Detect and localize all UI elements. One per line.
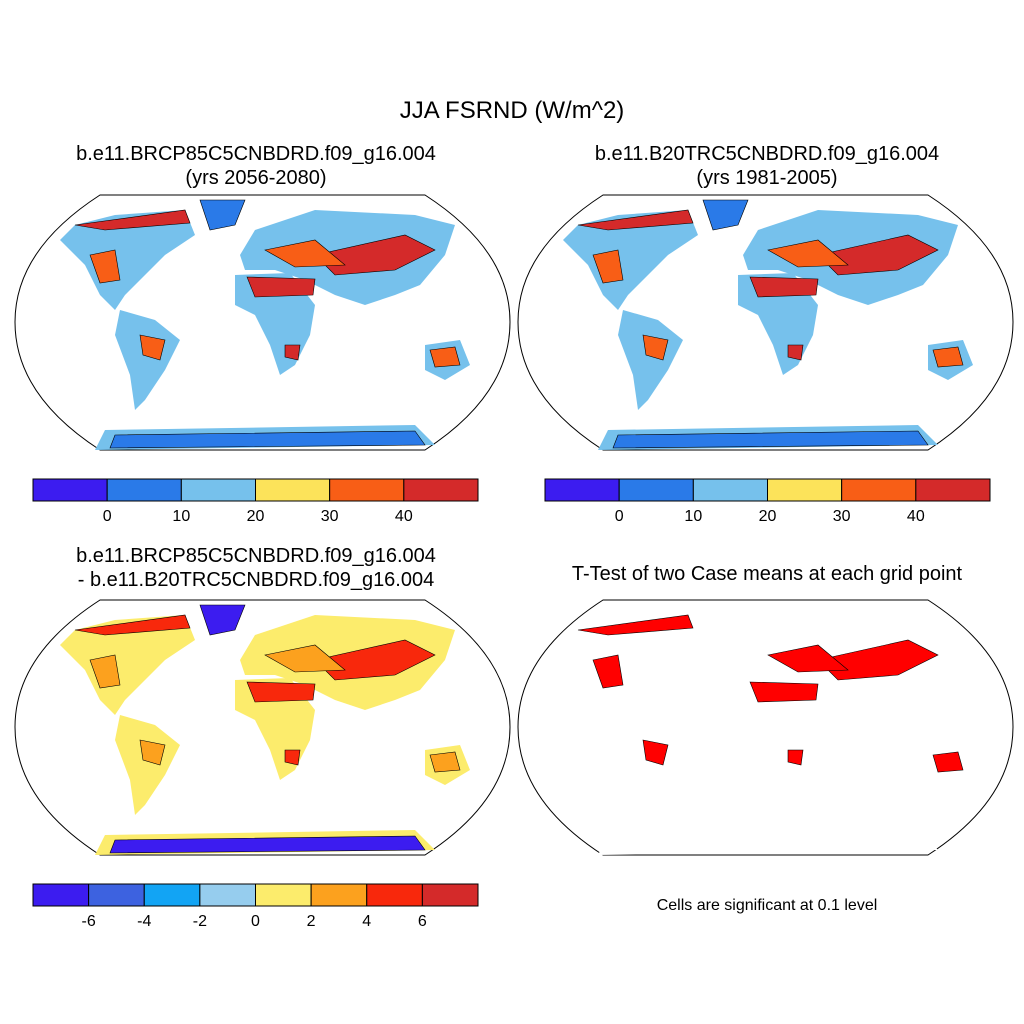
colorbar-box: [544, 478, 620, 502]
map-region: [642, 739, 669, 766]
map-region: [612, 430, 929, 449]
panel-title: b.e11.B20TRC5CNBDRD.f09_g16.004: [595, 143, 939, 165]
map-region: [787, 344, 804, 361]
map-region: [767, 239, 849, 268]
colorbar-tick-label: 10: [684, 508, 702, 525]
colorbar-tick-label: -6: [82, 913, 96, 930]
map-region: [199, 199, 246, 231]
land: [563, 605, 973, 855]
colorbar-box: [32, 478, 108, 502]
colorbar-box: [199, 883, 256, 907]
colorbar-tick-label: 30: [321, 508, 339, 525]
colorbar: 0 10 20 30 40: [544, 478, 991, 525]
map: [517, 194, 1014, 451]
map-region: [592, 249, 624, 284]
map-region: [74, 209, 191, 231]
map-region: [246, 681, 316, 703]
map-region: [642, 334, 669, 361]
colorbar-tick-label: 6: [418, 913, 427, 930]
map-region: [139, 334, 166, 361]
map-region: [284, 749, 301, 766]
map: [517, 599, 1014, 856]
colorbar-tick-label: 0: [615, 508, 624, 525]
colorbar-tick-label: 40: [395, 508, 413, 525]
colorbar-tick-label: -4: [137, 913, 151, 930]
colorbar-box: [180, 478, 256, 502]
colorbar-box: [915, 478, 991, 502]
panel-title: (yrs 2056-2080): [185, 167, 326, 189]
map-region: [749, 276, 819, 298]
panel-title: b.e11.BRCP85C5CNBDRD.f09_g16.004: [76, 143, 436, 165]
note: Cells are significant at 0.1 level: [657, 897, 878, 914]
map: [14, 599, 511, 856]
panel-title: T-Test of two Case means at each grid po…: [572, 563, 963, 585]
map-region: [932, 346, 964, 368]
land: [60, 604, 470, 855]
colorbar: -6 -4 -2 0 2 4 6: [32, 883, 479, 930]
colorbar-tick-label: 20: [247, 508, 265, 525]
colorbar-box: [421, 883, 479, 907]
map-region: [429, 346, 461, 368]
map-region: [89, 249, 121, 284]
colorbar-box: [618, 478, 694, 502]
land: [563, 199, 973, 450]
panel-title: - b.e11.B20TRC5CNBDRD.f09_g16.004: [78, 569, 434, 591]
colorbar-box: [310, 883, 368, 907]
map-region: [577, 209, 694, 231]
colorbar-tick-label: 2: [307, 913, 316, 930]
map-region: [787, 749, 804, 766]
colorbar: 0 10 20 30 40: [32, 478, 479, 525]
colorbar-box: [106, 478, 182, 502]
colorbar-tick-label: 4: [362, 913, 371, 930]
colorbar-box: [143, 883, 201, 907]
colorbar-box: [255, 883, 312, 907]
map: [14, 194, 511, 451]
colorbar-box: [767, 478, 843, 502]
map-region: [932, 751, 964, 773]
map-region: [577, 614, 694, 636]
map-region: [592, 654, 624, 689]
land: [60, 199, 470, 450]
map-region: [199, 604, 246, 636]
colorbar-box: [32, 883, 90, 907]
map-region: [139, 739, 166, 766]
map-region: [109, 430, 426, 449]
colorbar-tick-label: 30: [833, 508, 851, 525]
map-region: [284, 344, 301, 361]
colorbar-box: [255, 478, 331, 502]
panel-title: b.e11.BRCP85C5CNBDRD.f09_g16.004: [76, 545, 436, 567]
colorbar-box: [403, 478, 479, 502]
map-region: [246, 276, 316, 298]
map-region: [109, 835, 426, 854]
colorbar-tick-label: 40: [907, 508, 925, 525]
panel-title: (yrs 1981-2005): [696, 167, 837, 189]
colorbar-tick-label: 0: [103, 508, 112, 525]
colorbar-tick-label: 0: [251, 913, 260, 930]
map-region: [767, 644, 849, 673]
figure-title: JJA FSRND (W/m^2): [400, 97, 625, 124]
map-region: [429, 751, 461, 773]
colorbar-tick-label: 10: [172, 508, 190, 525]
colorbar-box: [329, 478, 405, 502]
colorbar-box: [841, 478, 917, 502]
map-region: [89, 654, 121, 689]
map-region: [264, 644, 346, 673]
map-region: [749, 681, 819, 703]
map-region: [74, 614, 191, 636]
map-region: [702, 199, 749, 231]
colorbar-tick-label: -2: [193, 913, 207, 930]
colorbar-tick-label: 20: [759, 508, 777, 525]
colorbar-box: [692, 478, 768, 502]
colorbar-box: [88, 883, 145, 907]
map-region: [264, 239, 346, 268]
colorbar-box: [366, 883, 423, 907]
